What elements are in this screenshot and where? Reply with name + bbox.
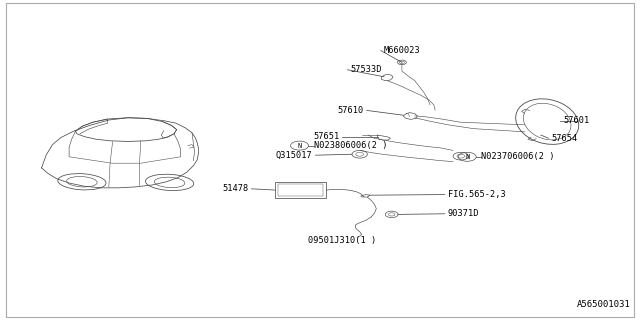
Text: 51478: 51478 [222, 184, 248, 193]
Text: 90371D: 90371D [448, 209, 479, 218]
Text: 09501J310(1 ): 09501J310(1 ) [308, 236, 376, 245]
Bar [275, 182, 326, 198]
Text: N: N [298, 143, 301, 148]
Text: Q315017: Q315017 [276, 151, 312, 160]
Text: 57601: 57601 [563, 116, 589, 125]
Bar [278, 184, 323, 196]
Text: FIG.565-2,3: FIG.565-2,3 [448, 190, 506, 199]
Text: 57651: 57651 [313, 132, 339, 141]
Text: 57654: 57654 [552, 134, 578, 143]
Text: 57533D: 57533D [351, 65, 382, 74]
Text: N023806006(2 ): N023806006(2 ) [314, 141, 387, 150]
Text: N023706006(2 ): N023706006(2 ) [481, 152, 555, 161]
Text: A565001031: A565001031 [577, 300, 630, 309]
Text: 57610: 57610 [337, 106, 364, 115]
Text: M660023: M660023 [384, 46, 420, 55]
Text: N: N [465, 154, 469, 160]
